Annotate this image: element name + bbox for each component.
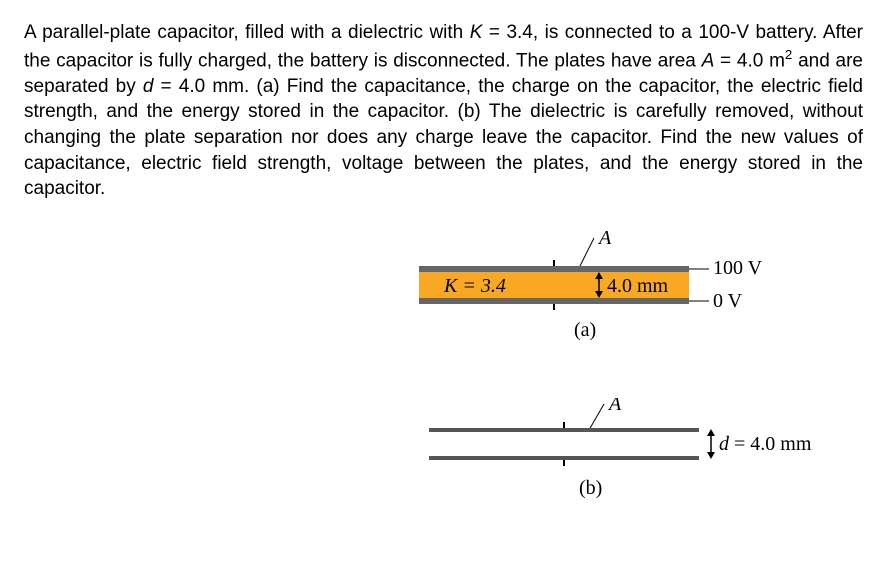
fig-a-sublabel: (a) xyxy=(574,319,596,341)
figure-a-svg: A K = 3.4 4.0 mm 100 V 0 V (a) xyxy=(399,230,819,350)
var-d: d xyxy=(143,76,154,97)
var-k: K xyxy=(470,22,483,43)
top-voltage: 100 V xyxy=(713,257,763,279)
k-label: K = 3.4 xyxy=(443,275,506,297)
text: = xyxy=(714,50,737,71)
figure-b: A d = 4.0 mm (b) xyxy=(399,398,819,508)
var-a: A xyxy=(702,50,715,71)
figures-container: A K = 3.4 4.0 mm 100 V 0 V (a) xyxy=(24,212,863,538)
gap-label: 4.0 mm xyxy=(607,275,669,297)
a-label-b: A xyxy=(607,398,622,415)
text: , is connected to a xyxy=(533,22,698,43)
d-value: 4.0 mm xyxy=(179,76,244,97)
fig-b-sublabel: (b) xyxy=(579,477,602,499)
text: = xyxy=(153,76,178,97)
a-value: 4.0 m xyxy=(737,50,785,71)
d-label-b: d = 4.0 mm xyxy=(719,433,812,455)
figure-a: A K = 3.4 4.0 mm 100 V 0 V (a) xyxy=(399,230,819,350)
a-label: A xyxy=(597,230,612,249)
figure-b-svg: A d = 4.0 mm (b) xyxy=(399,398,819,508)
problem-text: A parallel-plate capacitor, filled with … xyxy=(24,20,863,202)
text: = xyxy=(482,22,506,43)
k-value: 3.4 xyxy=(506,22,532,43)
voltage: 100-V xyxy=(698,22,749,43)
bot-voltage: 0 V xyxy=(713,290,743,312)
text: A parallel-plate capacitor, filled with … xyxy=(24,22,470,43)
